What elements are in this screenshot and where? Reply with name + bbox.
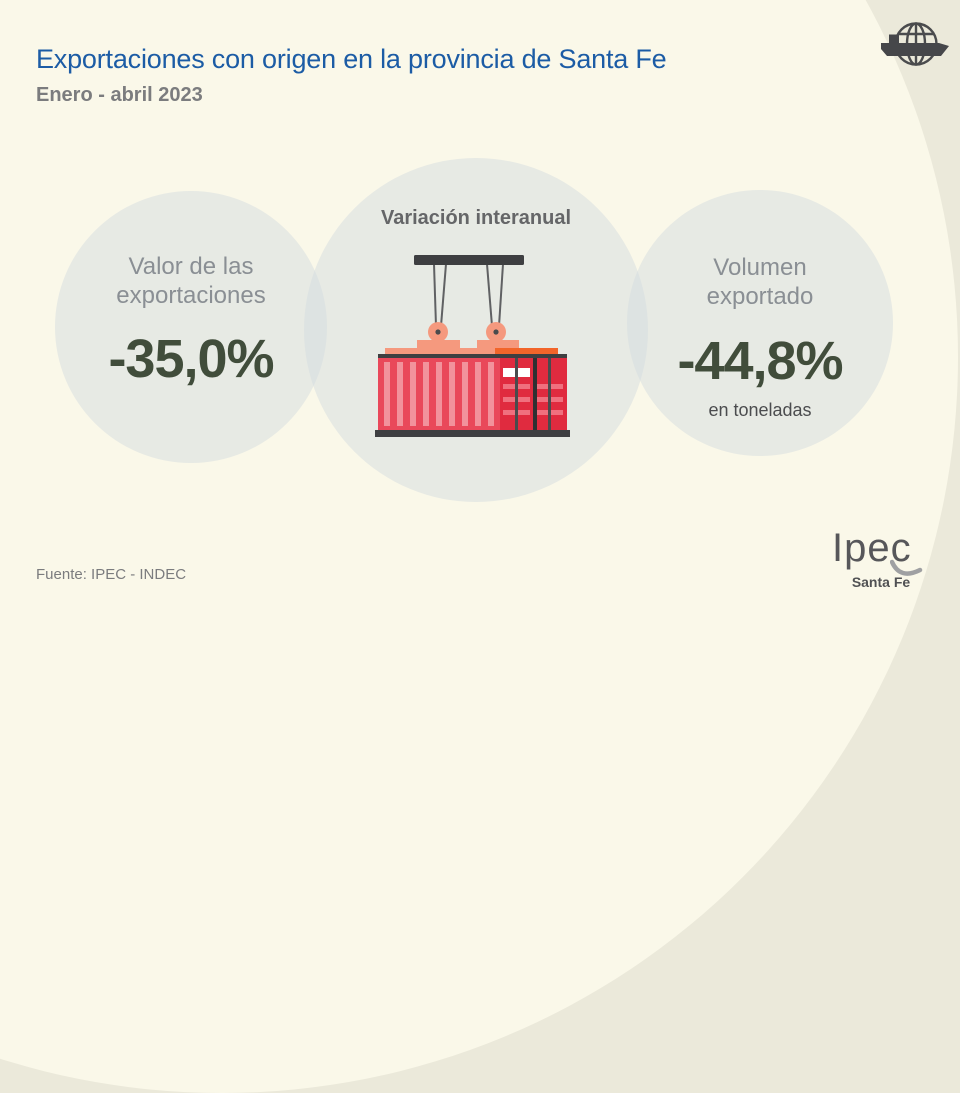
ipec-logo: Ipec Santa Fe xyxy=(826,526,946,590)
right-stat-value: -44,8% xyxy=(677,331,843,391)
center-bubble xyxy=(304,158,648,502)
right-stat-unit: en toneladas xyxy=(708,400,812,420)
right-stat-label-line2: exportado xyxy=(706,283,814,310)
ipec-logo-swoosh-icon xyxy=(890,559,923,576)
container-crane-illustration xyxy=(375,255,570,437)
ship-globe-icon xyxy=(881,22,949,66)
right-stat-label-line1: Volumen xyxy=(713,254,807,281)
left-stat-label-line1: Valor de las xyxy=(128,253,254,280)
left-stat-label: Valor de las exportaciones xyxy=(55,252,327,310)
center-label: Variación interanual xyxy=(380,207,572,229)
left-stat-label-line2: exportaciones xyxy=(116,282,266,309)
right-stat-label: Volumen exportado xyxy=(627,253,893,311)
source-note: Fuente: IPEC - INDEC xyxy=(36,566,187,583)
ipec-logo-region: Santa Fe xyxy=(851,574,911,590)
page-title: Exportaciones con origen en la provincia… xyxy=(36,44,667,74)
left-stat-bubble xyxy=(55,191,327,463)
ipec-logo-wordmark: Ipec xyxy=(832,526,912,570)
left-stat-value: -35,0% xyxy=(108,329,274,389)
page-subtitle: Enero - abril 2023 xyxy=(36,84,203,106)
right-stat-bubble xyxy=(627,190,893,456)
